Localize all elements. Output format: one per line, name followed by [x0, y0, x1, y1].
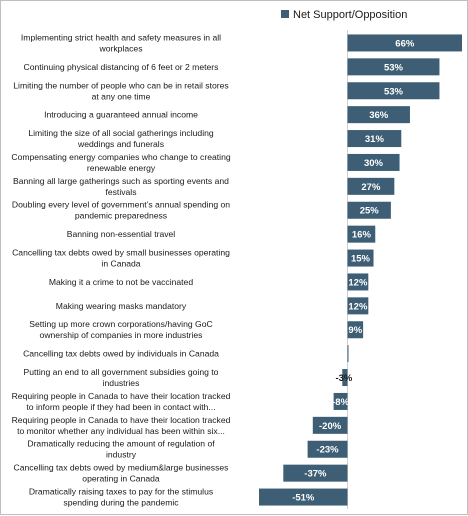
- category-label: Cancelling tax debts owed by medium&larg…: [14, 463, 229, 473]
- bar: [347, 58, 440, 76]
- category-label: Cancelling tax debts owed by small busin…: [12, 248, 230, 258]
- bar-value-label: -8%: [332, 397, 349, 408]
- category-label: Setting up more crown corporations/havin…: [29, 319, 212, 329]
- bar-value-label: -51%: [292, 493, 315, 504]
- bar: [347, 249, 374, 267]
- bar: [347, 225, 376, 243]
- category-label: Limiting the size of all social gatherin…: [28, 128, 214, 138]
- legend-swatch: [281, 10, 289, 18]
- bar-value-label: 30%: [364, 158, 384, 169]
- category-label: pandemic preparedness: [75, 211, 167, 221]
- bar-value-label: 27%: [361, 182, 381, 193]
- category-label: spending during the pandemic: [63, 498, 179, 508]
- category-label: Continuing physical distancing of 6 feet…: [24, 62, 219, 72]
- bars-layer: 66% 53% 53% 36% 31% 30% 27% 25% 16% 15% 12% 12% 9% -3…: [259, 30, 463, 509]
- bar: [347, 82, 440, 100]
- bar: [347, 177, 395, 195]
- bar: [312, 416, 348, 434]
- bar-value-label: 66%: [395, 39, 415, 50]
- bar-value-label: 12%: [348, 277, 368, 288]
- bar-value-label: -37%: [304, 469, 327, 480]
- bar-value-label: 53%: [384, 62, 404, 73]
- bar-value-label: -20%: [319, 421, 342, 432]
- category-label: Putting an end to all government subsidi…: [24, 367, 219, 377]
- category-label: Requiring people in Canada to have their…: [12, 415, 231, 425]
- category-label: Banning all large gatherings such as spo…: [13, 176, 229, 186]
- bar-value-label: 36%: [369, 110, 389, 121]
- bar: [283, 464, 348, 482]
- category-label: Cancelling tax debts owed by individuals…: [23, 349, 219, 359]
- category-label: festivals: [105, 187, 136, 197]
- category-label: Banning non-essential travel: [67, 229, 176, 239]
- bar: [347, 130, 402, 148]
- bar: [347, 321, 364, 339]
- bar-value-label: -23%: [316, 445, 339, 456]
- category-label: renewable energy: [87, 163, 156, 173]
- category-label: operating in Canada: [82, 474, 160, 484]
- category-label: Requiring people in Canada to have their…: [12, 391, 231, 401]
- bar: [347, 201, 391, 219]
- bar-value-label: 31%: [365, 134, 385, 145]
- category-label: weddings and funerals: [77, 139, 164, 149]
- bar: [259, 488, 348, 506]
- category-label: to monitor whether any individual has be…: [17, 426, 225, 436]
- category-label: Making wearing masks mandatory: [56, 301, 187, 311]
- bar: [342, 369, 348, 387]
- category-label: Dramatically raising taxes to pay for th…: [29, 487, 213, 497]
- legend-label: Net Support/Opposition: [293, 9, 407, 21]
- category-label: in Canada: [101, 259, 140, 269]
- category-label: Implementing strict health and safety me…: [21, 33, 221, 43]
- bar: [347, 34, 463, 52]
- category-label: to inform people if they had been in con…: [26, 402, 215, 412]
- bar: [347, 153, 400, 171]
- category-label: Compensating energy companies who change…: [11, 152, 230, 162]
- bar: [347, 106, 410, 124]
- bar-value-label: 25%: [360, 206, 380, 217]
- category-label: Dramatically reducing the amount of regu…: [27, 439, 215, 449]
- bar: [347, 345, 349, 363]
- category-label: Making it a crime to not be vaccinated: [49, 277, 193, 287]
- bar: [347, 297, 369, 315]
- bar-value-label: 15%: [351, 254, 371, 265]
- category-label: Limiting the number of people who can be…: [13, 80, 228, 90]
- bar-value-label: 16%: [352, 230, 372, 241]
- bar-value-label: 9%: [348, 325, 362, 336]
- bar: [347, 273, 369, 291]
- bar: [333, 392, 348, 410]
- bar-value-label: 53%: [384, 86, 404, 97]
- legend: Net Support/Opposition: [281, 9, 407, 21]
- category-label: ownership of companies in more industrie…: [40, 330, 203, 340]
- category-label: industries: [103, 378, 140, 388]
- bar: [307, 440, 348, 458]
- category-label: at any one time: [92, 91, 151, 101]
- bar-value-label: -3%: [335, 373, 352, 384]
- category-labels-layer: Implementing strict health and safety me…: [11, 33, 230, 508]
- category-label: industry: [106, 450, 137, 460]
- bar-value-label: 12%: [348, 301, 368, 312]
- category-label: Doubling every level of government’s ann…: [12, 200, 230, 210]
- category-label: Introducing a guaranteed annual income: [44, 110, 198, 120]
- category-label: workplaces: [99, 44, 143, 54]
